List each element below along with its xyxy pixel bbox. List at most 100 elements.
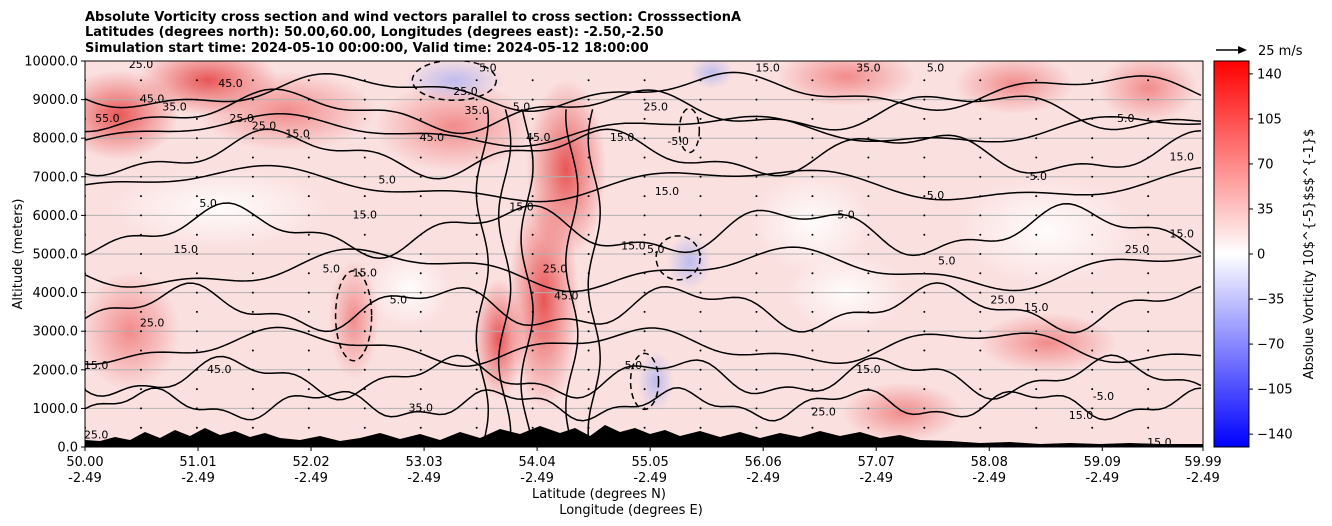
x-tick-label-lat: 52.02	[292, 455, 329, 470]
contour-line	[475, 109, 490, 440]
wind-vector	[755, 291, 758, 294]
contour-label: 15.0	[353, 266, 378, 279]
wind-vector	[419, 368, 422, 371]
wind-vector	[979, 407, 982, 410]
wind-vector	[755, 407, 758, 410]
colorbar-tick-label: −35	[1257, 293, 1284, 308]
wind-vector	[531, 272, 534, 275]
wind-vector	[363, 310, 366, 313]
wind-vector	[699, 388, 702, 391]
wind-vector	[531, 253, 534, 255]
contour-label: 5.0	[390, 293, 408, 306]
contour-label: 25.0	[1125, 243, 1150, 256]
contour-label: 45.0	[526, 131, 551, 144]
contour-line	[587, 109, 601, 440]
wind-vector	[1147, 156, 1150, 159]
wind-vector	[1091, 272, 1094, 275]
wind-vector	[643, 214, 646, 217]
wind-vector	[587, 330, 590, 333]
wind-vector	[419, 407, 422, 410]
wind-vector	[587, 272, 590, 275]
wind-vector	[923, 330, 926, 333]
wind-vector	[699, 214, 702, 217]
wind-vector	[811, 310, 814, 313]
wind-vector	[867, 214, 870, 217]
contour-line	[85, 387, 1202, 422]
wind-vector	[643, 79, 646, 82]
wind-vector	[139, 195, 142, 198]
wind-vector	[699, 98, 702, 101]
contour-label: 15.0	[755, 62, 780, 75]
wind-vector	[643, 272, 646, 275]
wind-vector	[699, 79, 702, 82]
contour-label: -5.0	[1026, 170, 1047, 183]
wind-vector	[1147, 368, 1150, 371]
wind-vector	[251, 156, 254, 159]
wind-vector	[419, 79, 422, 82]
wind-vector	[531, 330, 534, 333]
y-tick-label: 9000.0	[33, 93, 79, 108]
wind-vector	[587, 233, 590, 236]
wind-vector	[419, 388, 422, 391]
wind-vector	[307, 195, 310, 198]
wind-vector	[475, 291, 478, 294]
wind-vector	[1091, 426, 1094, 429]
wind-vector	[867, 156, 870, 159]
wind-vector	[643, 349, 646, 352]
wind-vector	[643, 117, 646, 120]
wind-vector	[867, 349, 870, 352]
wind-vector	[195, 388, 198, 391]
y-tick-label: 3000.0	[33, 325, 79, 340]
wind-vector	[195, 175, 198, 178]
wind-vector	[1147, 426, 1150, 429]
contour-label: 15.0	[1069, 409, 1094, 422]
wind-vector	[251, 330, 254, 333]
wind-vector	[1091, 195, 1094, 198]
wind-vector	[139, 349, 142, 352]
wind-vector	[1147, 407, 1150, 410]
contour-line	[85, 202, 1202, 260]
wind-vector	[475, 310, 478, 313]
wind-vector	[195, 253, 198, 255]
wind-vector	[867, 137, 870, 140]
y-tick-label: 6000.0	[33, 209, 79, 224]
wind-vector	[251, 195, 254, 198]
quiver-key-arrowhead-icon	[1238, 46, 1247, 54]
wind-vector	[755, 330, 758, 333]
terrain-silhouette	[85, 425, 1203, 447]
wind-vector	[1091, 156, 1094, 159]
wind-vector	[195, 368, 198, 371]
y-tick-label: 1000.0	[33, 402, 79, 417]
contour-label: 5.0	[625, 359, 643, 372]
x-tick-label-lat: 54.04	[519, 455, 556, 470]
wind-vector	[1091, 368, 1094, 371]
wind-vector	[867, 330, 870, 333]
wind-vector	[755, 368, 758, 371]
wind-vector	[979, 291, 982, 294]
wind-vector	[251, 426, 254, 429]
wind-vector	[587, 156, 590, 159]
wind-vector	[867, 233, 870, 236]
wind-vector	[307, 98, 310, 101]
wind-vector	[699, 310, 702, 313]
wind-vector	[867, 195, 870, 198]
wind-vector	[1035, 407, 1038, 410]
colorbar-tick-label: 35	[1257, 202, 1274, 217]
wind-vector	[1147, 195, 1150, 198]
wind-vector	[251, 368, 254, 371]
shading-blob	[374, 81, 535, 172]
wind-vector	[867, 388, 870, 391]
wind-vector	[419, 117, 422, 120]
wind-vector	[363, 98, 366, 101]
wind-vector	[1035, 175, 1038, 178]
wind-vector	[979, 98, 982, 101]
wind-vector	[419, 156, 422, 159]
wind-vector	[1091, 79, 1094, 82]
contour-label: 25.0	[252, 120, 277, 133]
wind-vector	[1091, 291, 1094, 294]
wind-vector	[139, 368, 142, 371]
wind-vector	[1091, 330, 1094, 333]
wind-vector	[1147, 253, 1150, 255]
wind-vector	[251, 388, 254, 391]
x-axis-ticks: 50.00-2.4951.01-2.4952.02-2.4953.03-2.49…	[66, 447, 1222, 486]
